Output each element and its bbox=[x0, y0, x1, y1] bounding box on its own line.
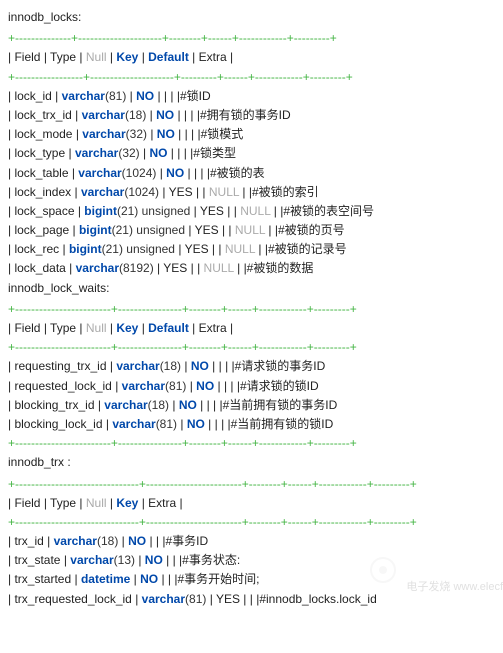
col-null: Null bbox=[86, 321, 107, 335]
table2-header: | Field | Type | Null | Key | Default | … bbox=[8, 319, 495, 338]
table-row: | requested_lock_id | varchar(81) | NO |… bbox=[8, 377, 495, 396]
col-field: Field bbox=[14, 496, 40, 510]
separator: +-------------------------------+-------… bbox=[8, 513, 495, 532]
separator: +------------------------+--------------… bbox=[8, 434, 495, 453]
col-extra: Extra bbox=[148, 496, 176, 510]
col-default: Default bbox=[148, 50, 189, 64]
col-field: Field bbox=[14, 321, 40, 335]
col-field: Field bbox=[14, 50, 40, 64]
col-key: Key bbox=[116, 496, 138, 510]
col-null: Null bbox=[86, 50, 107, 64]
table1-header: | Field | Type | Null | Key | Default | … bbox=[8, 48, 495, 67]
table-row: | lock_index | varchar(1024) | YES | | N… bbox=[8, 183, 495, 202]
table-row: | lock_page | bigint(21) unsigned | YES … bbox=[8, 221, 495, 240]
separator: +-----------------+---------------------… bbox=[8, 68, 495, 87]
table1-title: innodb_locks: bbox=[8, 8, 495, 27]
table-row: | lock_table | varchar(1024) | NO | | | … bbox=[8, 164, 495, 183]
table-row: | blocking_trx_id | varchar(18) | NO | |… bbox=[8, 396, 495, 415]
col-extra: Extra bbox=[199, 321, 227, 335]
table-row: | lock_type | varchar(32) | NO | | | |#锁… bbox=[8, 144, 495, 163]
table-row: | trx_id | varchar(18) | NO | | |#事务ID bbox=[8, 532, 495, 551]
table-row: | lock_trx_id | varchar(18) | NO | | | |… bbox=[8, 106, 495, 125]
col-type: Type bbox=[50, 321, 76, 335]
separator: +------------------------+--------------… bbox=[8, 300, 495, 319]
table-row: | lock_mode | varchar(32) | NO | | | |#锁… bbox=[8, 125, 495, 144]
table-row: | lock_id | varchar(81) | NO | | | |#锁ID bbox=[8, 87, 495, 106]
col-extra: Extra bbox=[199, 50, 227, 64]
table-row: | blocking_lock_id | varchar(81) | NO | … bbox=[8, 415, 495, 434]
col-key: Key bbox=[116, 50, 138, 64]
col-default: Default bbox=[148, 321, 189, 335]
table3-title: innodb_trx : bbox=[8, 453, 495, 472]
separator: +--------------+---------------------+--… bbox=[8, 29, 495, 48]
table-row: | lock_space | bigint(21) unsigned | YES… bbox=[8, 202, 495, 221]
table-row: | lock_data | varchar(8192) | YES | | NU… bbox=[8, 259, 495, 278]
table3-header: | Field | Type | Null | Key | Extra | bbox=[8, 494, 495, 513]
table-row: | lock_rec | bigint(21) unsigned | YES |… bbox=[8, 240, 495, 259]
separator: +-------------------------------+-------… bbox=[8, 475, 495, 494]
watermark: 电子发烧 www.elecf bbox=[363, 550, 503, 597]
col-key: Key bbox=[116, 321, 138, 335]
col-type: Type bbox=[50, 50, 76, 64]
watermark-icon bbox=[363, 550, 403, 590]
col-null: Null bbox=[86, 496, 107, 510]
table2-title: innodb_lock_waits: bbox=[8, 279, 495, 298]
separator: +------------------------+--------------… bbox=[8, 338, 495, 357]
table-row: | requesting_trx_id | varchar(18) | NO |… bbox=[8, 357, 495, 376]
col-type: Type bbox=[50, 496, 76, 510]
